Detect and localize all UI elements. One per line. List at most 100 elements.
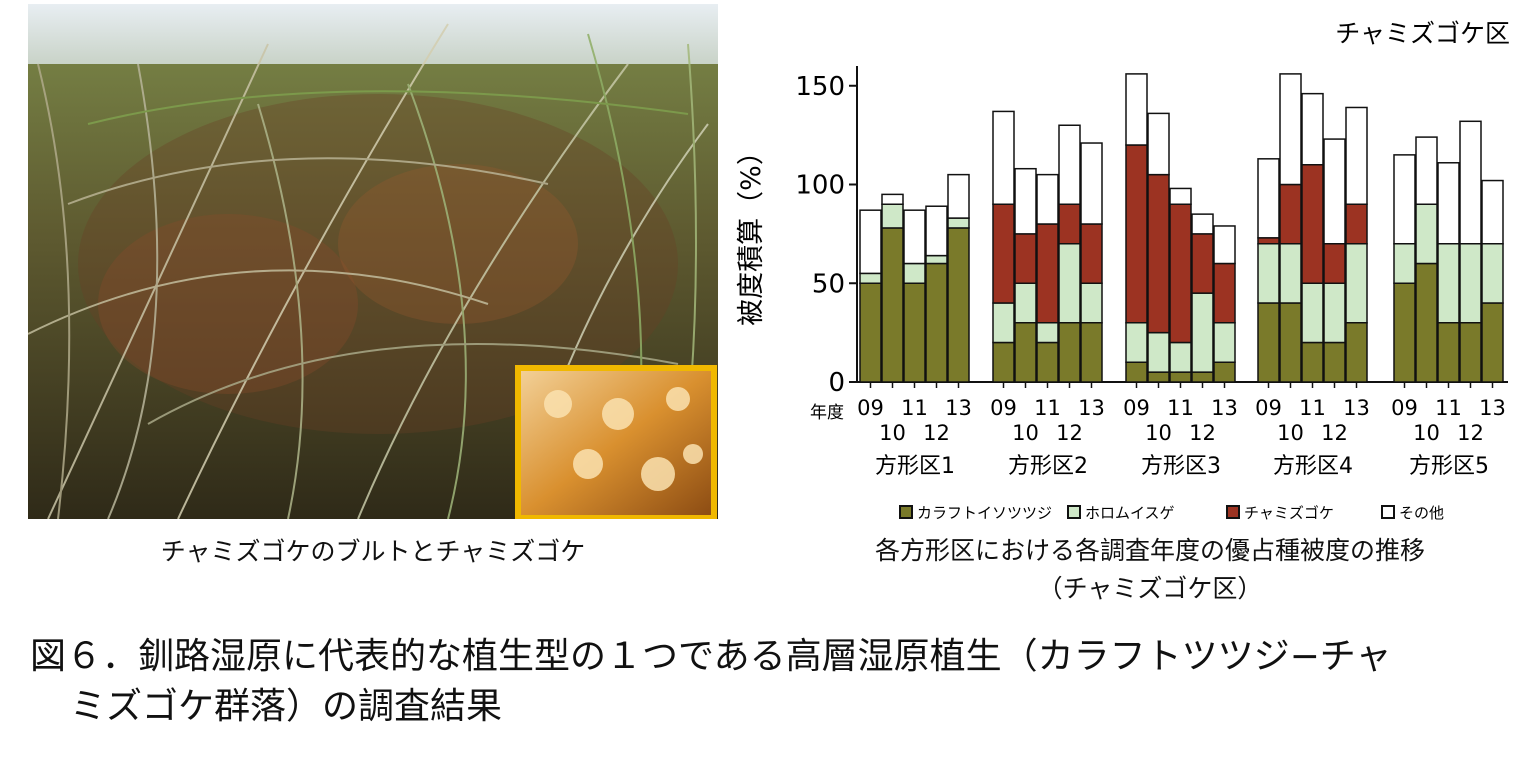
group-label: 方形区5 — [1409, 454, 1489, 479]
bar-segment — [1058, 203, 1081, 245]
bar-segment — [1301, 341, 1324, 383]
bar-segment — [903, 262, 926, 284]
bar-segment — [1058, 322, 1081, 383]
bar-segment — [859, 209, 882, 275]
x-tick-label: 11 — [1435, 396, 1462, 420]
group-label: 方形区1 — [875, 454, 955, 479]
x-tick-label: 09 — [1123, 396, 1150, 420]
bar-segment — [992, 341, 1015, 383]
x-tick-label: 12 — [1056, 421, 1083, 445]
bar-segment — [925, 205, 948, 257]
figure-caption: 図６．釧路湿原に代表的な植生型の１つである高層湿原植生（カラフトツツジ−チャ ミ… — [30, 632, 1520, 732]
legend-swatch — [1067, 505, 1081, 519]
bar-segment — [1345, 322, 1368, 383]
bar-segment — [859, 282, 882, 383]
x-axis-label: 年度 — [810, 403, 844, 423]
x-tick-label: 09 — [857, 396, 884, 420]
legend-swatch — [899, 505, 913, 519]
group-label: 方形区3 — [1141, 454, 1221, 479]
bar-segment — [1301, 282, 1324, 344]
bar-segment — [1323, 138, 1346, 245]
bar-segment — [1147, 173, 1170, 334]
bar-segment — [1169, 187, 1192, 205]
figure-caption-line2: ミズゴケ群落）の調査結果 — [70, 686, 503, 727]
bar-segment — [1213, 225, 1236, 265]
bar-segment — [1257, 158, 1280, 239]
bar-segment — [1279, 73, 1302, 186]
x-tick-label: 11 — [1299, 396, 1326, 420]
bar-segment — [1014, 233, 1037, 284]
chart-caption: 各方形区における各調査年度の優占種被度の推移 （チャミズゴケ区） — [800, 532, 1500, 608]
bar-segment — [1036, 173, 1059, 225]
y-axis-label: 被度積算（%） — [736, 138, 767, 326]
x-tick-label: 10 — [1012, 421, 1039, 445]
bar-segment — [1481, 302, 1504, 383]
photo-moss-hummock — [28, 4, 718, 519]
bar-segment — [1437, 243, 1460, 324]
bar-segment — [1147, 331, 1170, 373]
bar-segment — [1191, 233, 1214, 294]
group-label: 方形区4 — [1273, 454, 1353, 479]
bar-segment — [1415, 136, 1438, 206]
y-axis: 0 50 100 150 — [795, 66, 858, 398]
bar-segment — [1345, 243, 1368, 324]
chart-caption-line2: （チャミズゴケ区） — [1037, 574, 1263, 603]
bar-segment — [1415, 203, 1438, 265]
x-tick-label: 11 — [1034, 396, 1061, 420]
x-tick-label: 12 — [923, 421, 950, 445]
legend-swatch — [1381, 505, 1395, 519]
x-tick-label: 12 — [1321, 421, 1348, 445]
x-tick-label: 09 — [1391, 396, 1418, 420]
bar-segment — [992, 203, 1015, 304]
bar-segment — [1481, 243, 1504, 304]
bar-segment — [1014, 282, 1037, 324]
bar-segment — [925, 254, 948, 265]
x-tick-label: 12 — [1457, 421, 1484, 445]
bar-segment — [1125, 361, 1148, 383]
bar-segment — [1036, 341, 1059, 383]
chart-caption-line1: 各方形区における各調査年度の優占種被度の推移 — [874, 536, 1425, 565]
x-tick-label: 13 — [945, 396, 972, 420]
bar-segment — [1257, 243, 1280, 304]
x-tick-label: 10 — [1145, 421, 1172, 445]
bar-segment — [1058, 124, 1081, 205]
bar-segment — [1213, 322, 1236, 363]
x-tick-label: 10 — [879, 421, 906, 445]
legend-label: その他 — [1399, 504, 1444, 522]
group-label: 方形区2 — [1008, 454, 1088, 479]
bar-segment — [1279, 302, 1302, 383]
y-tick-label: 100 — [795, 171, 845, 201]
bar-segment — [1345, 106, 1368, 205]
bar-segment — [1080, 282, 1103, 324]
legend-label: チャミズゴケ — [1244, 504, 1334, 522]
photo-illustration — [28, 4, 718, 519]
x-tick-label: 13 — [1343, 396, 1370, 420]
bar-segment — [1125, 73, 1148, 146]
group-labels: 方形区1 方形区2 方形区3 方形区4 方形区5 — [875, 454, 1489, 479]
bar-segment — [1437, 162, 1460, 245]
legend-label: カラフトイソツツジ — [917, 504, 1052, 522]
legend-swatch — [1226, 505, 1240, 519]
bar-segment — [1301, 164, 1324, 284]
bar-segment — [1058, 243, 1081, 324]
x-tick-label: 13 — [1211, 396, 1238, 420]
bar-segment — [1393, 282, 1416, 383]
bar-segment — [1459, 243, 1482, 324]
bar-segment — [1014, 167, 1037, 235]
bar-segment — [881, 203, 904, 229]
y-tick-label: 0 — [828, 368, 845, 398]
bar-segment — [992, 302, 1015, 344]
bar-segment — [1459, 120, 1482, 245]
bar-segment — [1191, 292, 1214, 373]
x-tick-label: 10 — [1277, 421, 1304, 445]
x-tick-label: 13 — [1479, 396, 1506, 420]
bar-segment — [1437, 322, 1460, 383]
photo-caption: チャミズゴケのブルトとチャミズゴケ — [160, 537, 586, 566]
bar-segment — [1036, 322, 1059, 344]
bar-segment — [1191, 371, 1214, 383]
bar-segment — [903, 209, 926, 265]
bar-segment — [1459, 322, 1482, 383]
bar-segment — [1125, 144, 1148, 324]
bar-segment — [1080, 322, 1103, 383]
bar-segment — [947, 173, 970, 219]
